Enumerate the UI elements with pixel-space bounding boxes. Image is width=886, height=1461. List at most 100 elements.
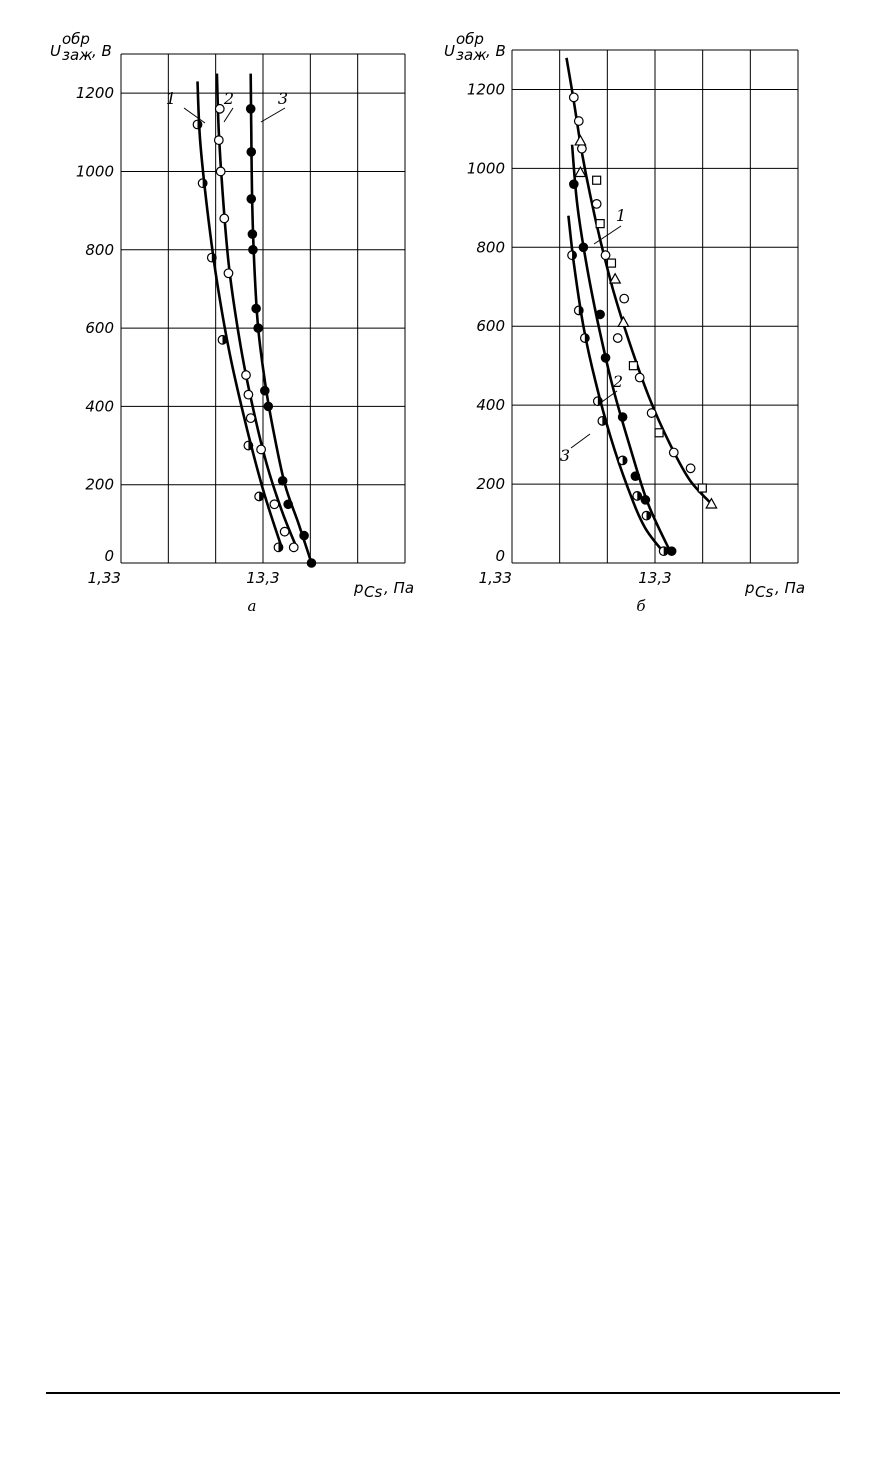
series-1-square: [592, 175, 707, 493]
data-point-half-circle-fill: [259, 492, 264, 501]
y-tick-label: 400: [85, 397, 114, 415]
series-2-filled-circle: [569, 144, 677, 556]
data-point-half-circle-fill: [211, 253, 217, 262]
data-point-filled-circle: [306, 558, 317, 568]
data-point-half-circle-fill: [222, 335, 227, 345]
data-point-square: [654, 428, 664, 438]
curve-label-text: 3: [278, 89, 288, 108]
data-point-filled-circle: [283, 499, 293, 510]
x-axis-label-main: p: [353, 579, 364, 597]
series-curve-2: [215, 73, 298, 548]
data-point-filled-circle: [246, 194, 257, 204]
data-point-filled-circle: [277, 475, 288, 486]
y-tick-label: 1000: [76, 162, 114, 180]
series-3-half-circle: [567, 215, 669, 557]
data-point-filled-circle: [569, 179, 579, 189]
y-axis-label-subscript: заж: [456, 46, 487, 64]
series-2-open-circle: [213, 73, 299, 553]
data-point-open-circle: [600, 250, 611, 261]
y-tick-label: 400: [476, 396, 505, 414]
data-point-filled-circle: [595, 309, 605, 320]
data-point-triangle: [705, 497, 718, 509]
y-tick-label: 600: [476, 317, 505, 335]
data-point-square: [592, 175, 602, 185]
curve-label-3: 3: [560, 433, 591, 465]
data-point-filled-circle: [617, 412, 628, 422]
y-tick-label: 0: [104, 547, 114, 565]
data-point-filled-circle: [247, 229, 258, 239]
curve-label-1: 1: [166, 89, 206, 124]
data-point-filled-circle: [299, 530, 309, 541]
data-point-half-circle-fill: [278, 543, 283, 552]
data-point-half-circle-fill: [646, 511, 651, 520]
data-point-open-circle: [634, 372, 645, 383]
data-point-open-circle: [279, 526, 290, 537]
data-point-open-circle: [213, 135, 224, 146]
y-axis-label-main: U: [50, 42, 61, 60]
x-axis-label-unit: , Па: [384, 579, 414, 597]
data-point-triangle: [617, 315, 630, 328]
data-point-triangle: [608, 272, 622, 284]
data-point-triangle: [574, 165, 587, 178]
y-axis-label-subscript: заж: [62, 46, 93, 64]
data-point-open-circle: [215, 166, 226, 177]
data-point-half-circle-fill: [622, 456, 627, 465]
data-point-open-circle: [288, 542, 299, 553]
y-axis-label-unit: , В: [486, 42, 506, 60]
data-point-open-circle: [668, 447, 679, 458]
data-point-half-circle-fill: [597, 396, 603, 406]
data-point-square: [697, 483, 707, 493]
x-axis-label-subscript: Cs: [755, 583, 773, 601]
y-tick-label: 1200: [76, 84, 114, 102]
x-axis-label: p Cs, Па: [353, 579, 414, 601]
curve-label-text: 2: [223, 89, 234, 108]
data-point-half-circle-fill: [584, 333, 590, 343]
data-point-square: [595, 219, 605, 229]
data-point-open-circle: [576, 143, 587, 154]
data-point-filled-circle: [630, 471, 641, 481]
y-tick-label: 800: [476, 238, 505, 256]
data-point-open-circle: [646, 408, 657, 418]
panel-caption: а: [248, 597, 257, 615]
data-point-filled-circle: [263, 401, 274, 412]
series-curve-1: [249, 73, 313, 564]
y-tick-label: 600: [85, 319, 114, 337]
y-tick-label: 1000: [467, 159, 505, 177]
data-point-half-circle-fill: [572, 250, 577, 260]
curve-label-text: 3: [560, 446, 570, 465]
data-point-open-circle: [612, 333, 623, 343]
data-point-half-circle-fill: [248, 441, 253, 450]
x-tick-label: 13,3: [246, 569, 279, 587]
data-point-open-circle: [243, 389, 254, 400]
x-axis-label: p Cs, Па: [744, 579, 805, 601]
curve-label-2: 2: [598, 372, 623, 405]
data-point-filled-circle: [248, 244, 258, 255]
data-point-half-circle-fill: [637, 491, 642, 501]
y-axis-label-superscript: обр: [456, 30, 484, 48]
curve-label-3: 3: [260, 89, 288, 123]
y-axis-label-main: U: [444, 42, 455, 60]
data-point-filled-circle: [666, 546, 677, 556]
page-footer-rule: [46, 1392, 840, 1394]
y-axis-label-unit: , В: [92, 42, 112, 60]
curve-label-leader: [183, 107, 206, 124]
curve-label-leader: [260, 107, 286, 123]
x-axis-label-subscript: Cs: [364, 583, 382, 601]
data-point-half-circle-fill: [602, 416, 607, 426]
data-point-open-circle: [269, 499, 280, 510]
data-point-open-circle: [256, 444, 266, 455]
curve-label-2: 2: [223, 89, 234, 123]
data-point-filled-circle: [578, 242, 589, 253]
data-point-triangle: [574, 134, 587, 146]
y-tick-label: 1200: [467, 80, 505, 98]
data-point-open-circle: [214, 103, 225, 114]
curve-label-leader: [598, 390, 618, 405]
data-point-open-circle: [568, 92, 579, 103]
curve-label-text: 1: [166, 89, 176, 108]
curve-label-leader: [223, 107, 234, 123]
data-point-half-circle-fill: [663, 546, 668, 556]
